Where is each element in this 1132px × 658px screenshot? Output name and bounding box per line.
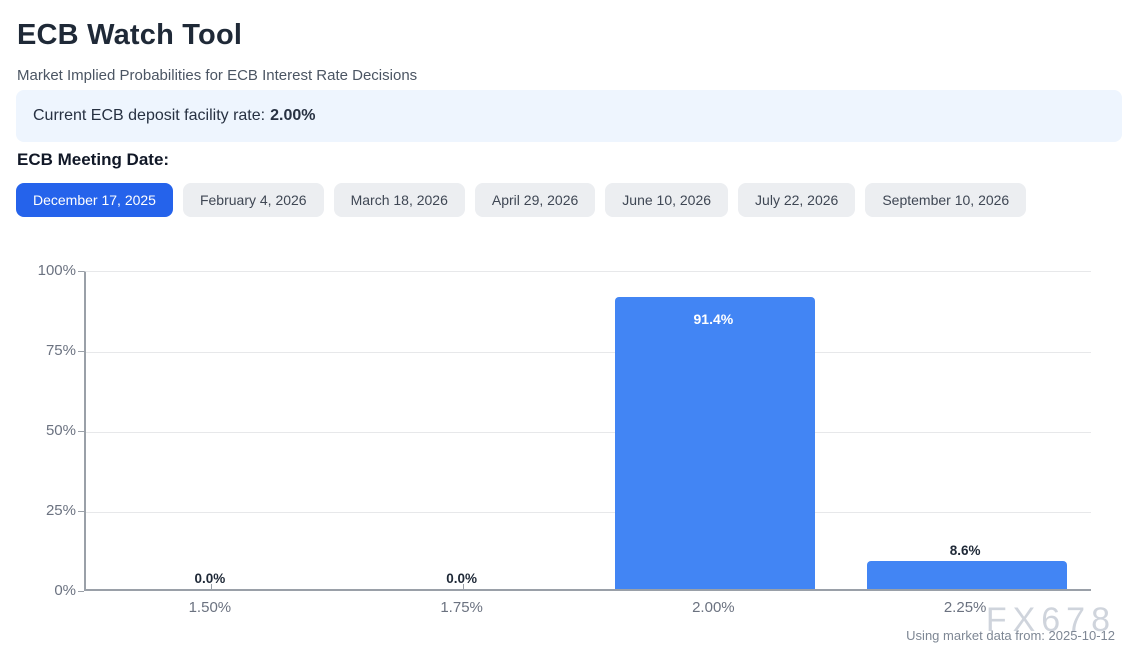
y-axis-label-75%: 75% bbox=[45, 342, 76, 359]
x-axis-label-1.75%: 1.75% bbox=[440, 599, 483, 616]
meeting-date-button-1[interactable]: February 4, 2026 bbox=[182, 183, 324, 217]
meeting-date-button-6[interactable]: September 10, 2026 bbox=[865, 183, 1027, 217]
y-tick-mark bbox=[78, 591, 84, 592]
plot-area bbox=[84, 271, 1091, 591]
bar-value-label-1.50%: 0.0% bbox=[194, 571, 226, 586]
ecb-watch-tool-page: ECB Watch Tool Market Implied Probabilit… bbox=[0, 21, 1132, 658]
x-axis-label-2.00%: 2.00% bbox=[692, 599, 735, 616]
y-tick-mark bbox=[78, 351, 84, 352]
meeting-date-button-5[interactable]: July 22, 2026 bbox=[738, 183, 856, 217]
gridline-75% bbox=[86, 352, 1091, 353]
y-axis-label-100%: 100% bbox=[37, 262, 76, 279]
y-tick-mark bbox=[78, 431, 84, 432]
x-tick-mark bbox=[211, 584, 213, 589]
page-title: ECB Watch Tool bbox=[17, 19, 243, 51]
meeting-date-button-4[interactable]: June 10, 2026 bbox=[605, 183, 729, 217]
bar-2.00% bbox=[615, 296, 816, 589]
watermark: FX678 bbox=[985, 601, 1116, 639]
current-rate-value: 2.00% bbox=[270, 107, 316, 124]
y-axis-label-50%: 50% bbox=[45, 422, 76, 439]
meeting-date-button-2[interactable]: March 18, 2026 bbox=[333, 183, 465, 217]
current-rate-label: Current ECB deposit facility rate: bbox=[33, 107, 266, 124]
current-rate-banner: Current ECB deposit facility rate: 2.00% bbox=[16, 90, 1122, 142]
bar-value-label-2.25%: 8.6% bbox=[949, 543, 981, 559]
meeting-date-button-group: December 17, 2025 February 4, 2026 March 1… bbox=[16, 183, 1132, 217]
page-subtitle: Market Implied Probabilities for ECB Int… bbox=[17, 67, 418, 84]
y-axis-label-25%: 25% bbox=[45, 502, 76, 519]
gridline-50% bbox=[86, 432, 1091, 433]
meeting-date-button-3[interactable]: April 29, 2026 bbox=[474, 183, 596, 217]
x-axis-label-2.25%: 2.25% bbox=[943, 599, 987, 616]
data-source-note: Using market data from: 2025-10-12 bbox=[906, 628, 1115, 643]
bar-value-label-2.00%: 91.4% bbox=[693, 310, 734, 327]
y-tick-mark bbox=[78, 511, 84, 512]
x-tick-mark bbox=[463, 584, 465, 589]
x-axis-label-1.50%: 1.50% bbox=[188, 599, 232, 616]
bar-2.25% bbox=[867, 561, 1068, 589]
bar-value-label-1.75%: 0.0% bbox=[446, 571, 478, 586]
gridline-25% bbox=[86, 512, 1091, 513]
meeting-date-button-0[interactable]: December 17, 2025 bbox=[16, 183, 173, 217]
y-axis-label-0%: 0% bbox=[54, 582, 76, 599]
y-tick-mark bbox=[78, 271, 84, 272]
probability-chart: FX678 Using market data from: 2025-10-12… bbox=[0, 254, 1132, 658]
meeting-date-label: ECB Meeting Date: bbox=[17, 150, 170, 169]
